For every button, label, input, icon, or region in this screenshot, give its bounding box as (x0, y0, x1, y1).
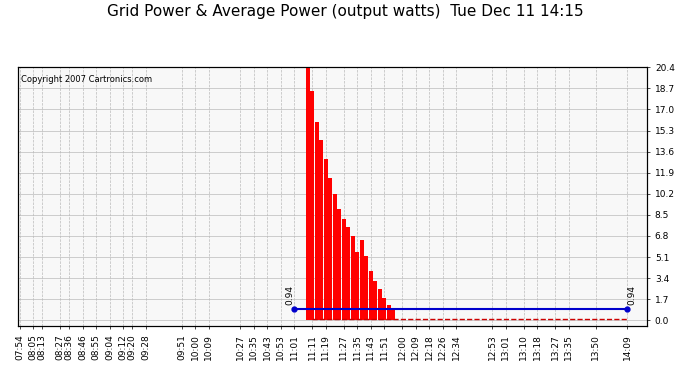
Bar (355, 252, 359, 320)
Bar (346, 227, 351, 320)
Text: Copyright 2007 Cartronics.com: Copyright 2007 Cartronics.com (21, 75, 152, 84)
Bar (391, 310, 395, 320)
Bar (368, 271, 373, 320)
Bar (328, 178, 332, 320)
Text: Grid Power & Average Power (output watts)  Tue Dec 11 14:15: Grid Power & Average Power (output watts… (107, 4, 583, 19)
Bar (382, 298, 386, 320)
Bar (324, 159, 328, 320)
Bar (377, 289, 382, 320)
Text: 0.94: 0.94 (627, 285, 636, 305)
Bar (310, 91, 314, 320)
Bar (333, 194, 337, 320)
Bar (342, 219, 346, 320)
Bar (315, 122, 319, 320)
Bar (351, 236, 355, 320)
Text: 0.94: 0.94 (285, 285, 294, 305)
Bar (373, 280, 377, 320)
Bar (364, 256, 368, 320)
Bar (306, 67, 310, 320)
Bar (386, 305, 391, 320)
Bar (359, 240, 364, 320)
Bar (319, 140, 323, 320)
Bar (337, 209, 341, 320)
